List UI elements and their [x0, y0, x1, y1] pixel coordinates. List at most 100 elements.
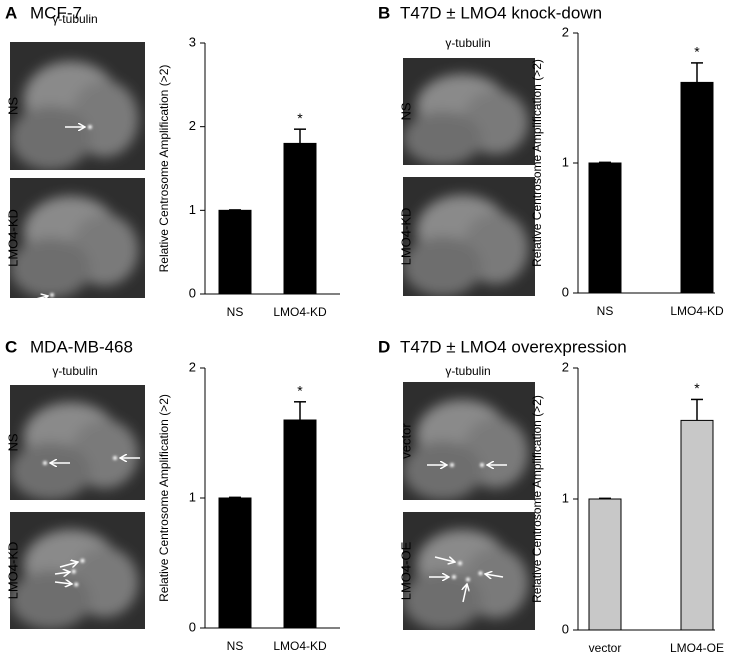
micrograph: [10, 178, 145, 310]
x-tick-label: NS: [227, 305, 244, 319]
image-title: γ-tubulin: [52, 364, 97, 378]
y-tick-label: 2: [562, 24, 569, 39]
image-label: LMO4-KD: [398, 208, 413, 266]
y-tick-label: 1: [189, 489, 196, 504]
x-tick-label: vector: [589, 641, 622, 655]
y-tick-label: 0: [189, 619, 196, 634]
micrograph: [10, 385, 145, 528]
y-tick-label: 1: [189, 202, 196, 217]
cell: [10, 106, 91, 170]
panel-letter: D: [378, 337, 390, 356]
image-title: γ-tubulin: [52, 12, 97, 26]
arrow: [54, 572, 70, 574]
cell: [10, 570, 91, 629]
arrow: [485, 574, 504, 577]
micrograph: [403, 177, 535, 296]
image-title: γ-tubulin: [445, 36, 490, 50]
centrosome: [80, 558, 85, 563]
centrosome: [478, 571, 483, 576]
centrosome: [43, 461, 47, 465]
arrow: [513, 326, 534, 328]
panel-letter: A: [5, 3, 17, 22]
y-tick-label: 0: [562, 621, 569, 636]
cells: [403, 74, 529, 165]
bar: [680, 81, 714, 294]
image-label: LMO4-KD: [5, 209, 20, 267]
y-tick-label: 3: [189, 34, 196, 49]
y-tick-label: 2: [189, 359, 196, 374]
image-label: vector: [398, 423, 413, 459]
image-label: LMO4-KD: [5, 542, 20, 600]
centrosome: [466, 577, 470, 582]
centrosome: [480, 463, 484, 467]
y-axis-label: Relative Centrosome Amplification (>2): [157, 65, 171, 273]
y-tick-label: 0: [562, 284, 569, 299]
centrosome: [452, 575, 456, 579]
micrograph: [403, 58, 535, 333]
bar: [283, 142, 317, 295]
cell: [10, 238, 91, 298]
y-axis-label: Relative Centrosome Amplification (>2): [530, 395, 544, 603]
y-tick-label: 1: [562, 154, 569, 169]
cell: [403, 441, 483, 500]
panel-title: MCF-7: [30, 3, 82, 22]
arrow: [462, 308, 483, 314]
significance: *: [694, 380, 700, 396]
cells: [10, 61, 139, 170]
bar: [588, 162, 622, 294]
bar: [680, 419, 714, 631]
micrograph: [403, 382, 535, 500]
arrow: [463, 584, 467, 603]
y-tick-label: 0: [189, 285, 196, 300]
centrosome: [450, 463, 454, 467]
arrow: [31, 296, 48, 300]
centrosome: [506, 326, 510, 331]
arrow: [464, 326, 485, 330]
panel-title: MDA-MB-468: [30, 337, 133, 356]
x-tick-label: LMO4-KD: [670, 304, 724, 318]
cells: [10, 196, 139, 298]
micrograph: [10, 512, 145, 629]
cells: [403, 399, 529, 500]
image-label: LMO4-OE: [398, 541, 413, 600]
x-tick-label: LMO4-KD: [273, 639, 327, 653]
micrograph: [403, 512, 535, 630]
significance: *: [694, 44, 700, 60]
centrosome: [88, 125, 92, 129]
micrograph: [10, 42, 145, 170]
x-tick-label: LMO4-KD: [273, 305, 327, 319]
significance: *: [297, 383, 303, 399]
bar: [283, 419, 317, 629]
image-label: NS: [398, 102, 413, 120]
y-tick-label: 1: [562, 490, 569, 505]
bar: [588, 498, 622, 631]
image-title: γ-tubulin: [445, 364, 490, 378]
centrosome: [74, 582, 79, 587]
panel-letter: C: [5, 337, 17, 356]
arrow: [434, 556, 455, 562]
bar: [218, 497, 252, 629]
centrosome: [71, 569, 76, 574]
y-axis-label: Relative Centrosome Amplification (>2): [157, 394, 171, 602]
arrow: [59, 562, 78, 567]
centrosome: [486, 304, 490, 309]
y-tick-label: 2: [189, 118, 196, 133]
x-tick-label: LMO4-OE: [670, 641, 724, 655]
significance: *: [297, 110, 303, 126]
cell: [403, 111, 483, 165]
panel-title: T47D ± LMO4 overexpression: [400, 337, 627, 356]
centrosome: [95, 306, 100, 310]
image-label: NS: [5, 97, 20, 115]
cell: [403, 236, 483, 296]
cells: [403, 194, 529, 296]
x-tick-label: NS: [597, 304, 614, 318]
centrosome: [458, 561, 462, 566]
y-axis-label: Relative Centrosome Amplification (>2): [530, 59, 544, 267]
panel-title: T47D ± LMO4 knock-down: [400, 3, 602, 22]
centrosome: [488, 329, 492, 333]
bar: [218, 209, 252, 295]
arrow: [54, 582, 72, 584]
panel-letter: B: [378, 3, 390, 22]
x-tick-label: NS: [227, 639, 244, 653]
